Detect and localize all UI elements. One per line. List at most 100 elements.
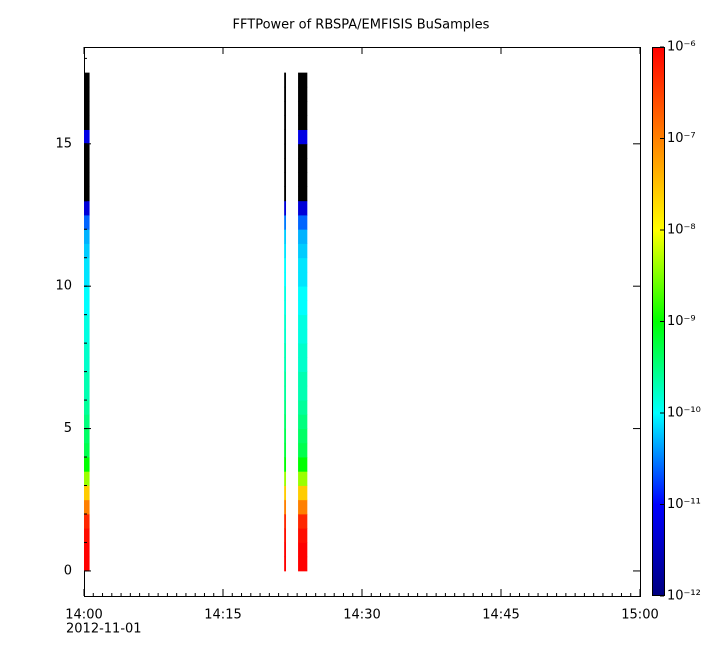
spectrogram-cell <box>84 414 90 429</box>
spectrogram-cell <box>284 143 287 159</box>
chart-title: FFTPower of RBSPA/EMFISIS BuSamples <box>233 18 490 33</box>
spectrogram-cell <box>284 215 287 230</box>
spectrogram-cell <box>84 542 90 558</box>
spectrogram-cell <box>298 186 308 202</box>
spectrogram-cell <box>284 414 287 429</box>
spectrogram-cell <box>284 243 287 259</box>
spectrogram-cell <box>298 300 308 316</box>
spectrogram-cell <box>298 143 308 159</box>
spectrogram-cell <box>284 428 287 444</box>
colorbar-tick-label: 10⁻⁶ <box>667 40 696 55</box>
spectrogram-cell <box>284 271 287 287</box>
spectrogram-cell <box>84 442 90 458</box>
spectrogram-cell <box>84 513 90 529</box>
spectrogram-cell <box>298 286 308 301</box>
spectrogram-cell <box>298 172 308 187</box>
spectrogram-cell <box>84 485 90 501</box>
spectrogram-cell <box>298 314 308 330</box>
spectrogram-cell <box>298 215 308 230</box>
spectrogram-cell <box>84 556 90 572</box>
spectrogram-cell <box>84 343 90 358</box>
spectrogram-cell <box>84 300 90 316</box>
spectrogram-cell <box>284 542 287 558</box>
spectrogram-cell <box>298 499 308 515</box>
colorbar-tick-label: 10⁻⁸ <box>667 223 696 238</box>
spectrogram-cell <box>298 200 308 216</box>
spectrogram-cell <box>284 485 287 501</box>
date-label: 2012-11-01 <box>66 622 142 637</box>
spectrogram-cell <box>298 542 308 558</box>
spectrogram-cell <box>298 257 308 273</box>
spectrogram-cell <box>284 200 287 216</box>
spectrogram-cell <box>284 186 287 202</box>
spectrogram-cell <box>284 115 287 130</box>
colorbar-tick-label: 10⁻¹² <box>667 589 701 604</box>
colorbar-tick-label: 10⁻¹⁰ <box>667 406 701 421</box>
colorbar-tick-label: 10⁻¹¹ <box>667 497 701 512</box>
spectrogram-cell <box>284 357 287 373</box>
spectrogram-cell <box>84 115 90 130</box>
spectrogram-cell <box>284 371 287 387</box>
spectrogram-cell <box>84 186 90 202</box>
colorbar <box>652 47 664 596</box>
spectrogram-cell <box>298 101 308 116</box>
spectrogram-cell <box>298 428 308 444</box>
spectrogram-cell <box>84 314 90 330</box>
spectrogram-cell <box>284 257 287 273</box>
spectrogram-cell <box>284 86 287 102</box>
spectrogram-cell <box>84 400 90 415</box>
spectrogram-cell <box>284 528 287 543</box>
spectrogram-cell <box>84 471 90 486</box>
spectrogram-cell <box>284 457 287 472</box>
spectrogram-cell <box>284 314 287 330</box>
spectrogram-cell <box>298 442 308 458</box>
spectrogram-cell <box>84 229 90 244</box>
spectrogram-cell <box>84 428 90 444</box>
spectrogram-cell <box>84 371 90 387</box>
spectrogram-cell <box>298 485 308 501</box>
spectrogram-cell <box>298 385 308 401</box>
spectrogram-cell <box>284 343 287 358</box>
colorbar-tick-label: 10⁻⁹ <box>667 314 696 329</box>
spectrogram-cell <box>298 357 308 373</box>
spectrogram-cell <box>298 243 308 259</box>
spectrogram-cell <box>84 172 90 187</box>
spectrogram-cell <box>298 414 308 429</box>
spectrogram-cell <box>298 86 308 102</box>
spectrogram-cell <box>84 286 90 301</box>
spectrogram-cell <box>284 499 287 515</box>
spectrogram-cell <box>298 129 308 145</box>
spectrogram-cell <box>284 300 287 316</box>
spectrogram-cell <box>284 72 287 88</box>
spectrogram-cell <box>284 101 287 116</box>
spectrogram-cell <box>298 556 308 572</box>
spectrogram <box>84 72 308 572</box>
spectrogram-cell <box>284 229 287 244</box>
spectrogram-cell <box>84 143 90 159</box>
spectrogram-cell <box>298 158 308 173</box>
spectrogram-cell <box>284 286 287 301</box>
spectrogram-cell <box>284 129 287 145</box>
spectrogram-cell <box>298 72 308 88</box>
y-tick-label: 15 <box>55 136 72 151</box>
spectrogram-cell <box>284 471 287 486</box>
spectrogram-cell <box>298 457 308 472</box>
spectrogram-cell <box>84 457 90 472</box>
spectrogram-cell <box>298 400 308 415</box>
spectrogram-cell <box>298 328 308 344</box>
x-tick-label: 14:30 <box>343 608 380 623</box>
x-tick-label: 14:15 <box>204 608 241 623</box>
spectrogram-cell <box>84 72 90 88</box>
y-tick-label: 0 <box>64 563 72 578</box>
spectrogram-cell <box>298 229 308 244</box>
spectrogram-cell <box>298 513 308 529</box>
spectrogram-cell <box>284 172 287 187</box>
spectrogram-cell <box>298 271 308 287</box>
x-tick-label: 14:00 <box>65 608 102 623</box>
spectrogram-cell <box>298 471 308 486</box>
spectrogram-cell <box>84 357 90 373</box>
spectrogram-cell <box>84 257 90 273</box>
spectrogram-cell <box>84 243 90 259</box>
spectrogram-cell <box>84 271 90 287</box>
